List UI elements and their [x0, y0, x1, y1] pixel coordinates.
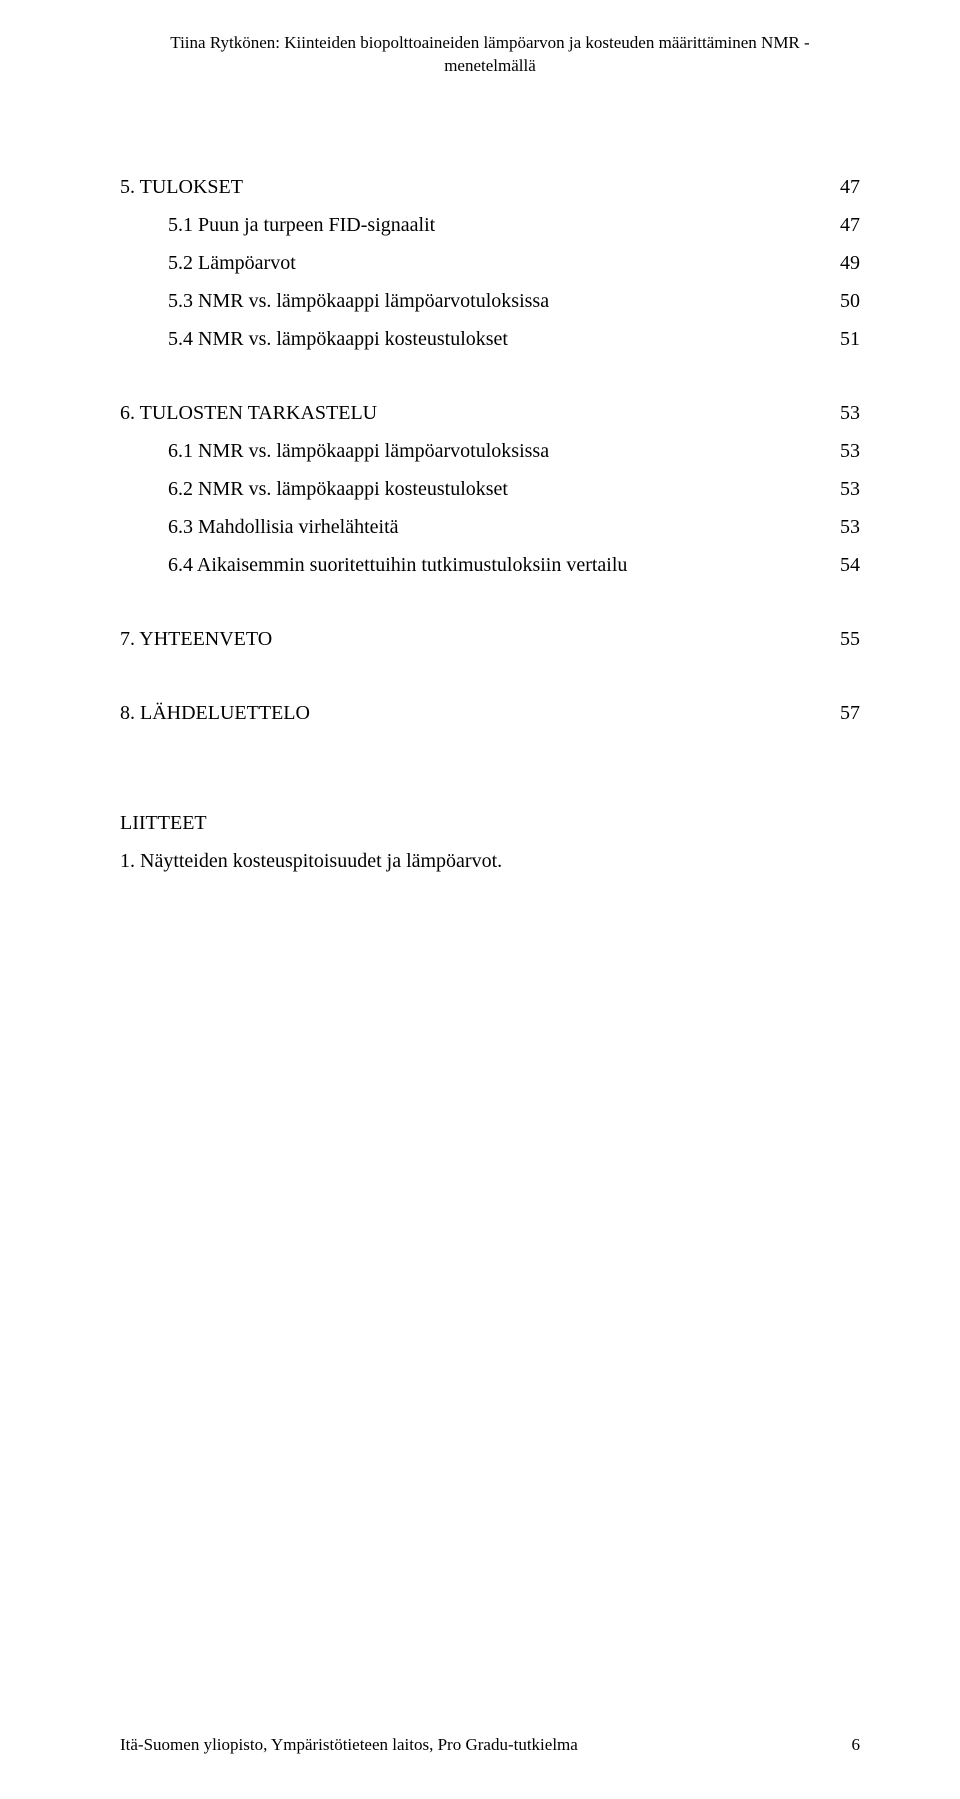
- footer-page-number: 6: [852, 1735, 861, 1755]
- toc-label: LIITTEET: [120, 804, 207, 842]
- toc-label: 5.3 NMR vs. lämpökaappi lämpöarvotuloksi…: [168, 282, 549, 320]
- toc-page: 57: [840, 694, 860, 732]
- toc-page: 51: [840, 320, 860, 358]
- footer-left: Itä-Suomen yliopisto, Ympäristötieteen l…: [120, 1735, 578, 1755]
- toc-row: 5. TULOKSET 47: [120, 168, 860, 206]
- toc-row: 7. YHTEENVETO 55: [120, 620, 860, 658]
- table-of-contents: 5. TULOKSET 47 5.1 Puun ja turpeen FID-s…: [120, 168, 860, 880]
- toc-label: 5.4 NMR vs. lämpökaappi kosteustulokset: [168, 320, 508, 358]
- running-header: Tiina Rytkönen: Kiinteiden biopolttoaine…: [120, 32, 860, 78]
- toc-row: 6.3 Mahdollisia virhelähteitä 53: [120, 508, 860, 546]
- toc-label: 1. Näytteiden kosteuspitoisuudet ja lämp…: [120, 842, 502, 880]
- section-gap: [120, 658, 860, 694]
- toc-page: 55: [840, 620, 860, 658]
- toc-row: 6.1 NMR vs. lämpökaappi lämpöarvotuloksi…: [120, 432, 860, 470]
- toc-row: 6. TULOSTEN TARKASTELU 53: [120, 394, 860, 432]
- toc-page: 47: [840, 168, 860, 206]
- page-footer: Itä-Suomen yliopisto, Ympäristötieteen l…: [120, 1735, 860, 1755]
- toc-row: 8. LÄHDELUETTELO 57: [120, 694, 860, 732]
- toc-label: 6.3 Mahdollisia virhelähteitä: [168, 508, 399, 546]
- toc-label: 5. TULOKSET: [120, 168, 243, 206]
- header-line-1: Tiina Rytkönen: Kiinteiden biopolttoaine…: [120, 32, 860, 55]
- toc-page: 53: [840, 394, 860, 432]
- toc-page: 47: [840, 206, 860, 244]
- header-line-2: menetelmällä: [120, 55, 860, 78]
- appendix-item: 1. Näytteiden kosteuspitoisuudet ja lämp…: [120, 842, 860, 880]
- appendix-heading: LIITTEET: [120, 804, 860, 842]
- toc-row: 5.3 NMR vs. lämpökaappi lämpöarvotuloksi…: [120, 282, 860, 320]
- section-gap: [120, 358, 860, 394]
- toc-label: 8. LÄHDELUETTELO: [120, 694, 310, 732]
- toc-row: 6.2 NMR vs. lämpökaappi kosteustulokset …: [120, 470, 860, 508]
- document-page: Tiina Rytkönen: Kiinteiden biopolttoaine…: [0, 0, 960, 1799]
- toc-label: 5.2 Lämpöarvot: [168, 244, 296, 282]
- toc-label: 6.1 NMR vs. lämpökaappi lämpöarvotuloksi…: [168, 432, 549, 470]
- toc-page: 50: [840, 282, 860, 320]
- section-gap: [120, 732, 860, 804]
- toc-label: 7. YHTEENVETO: [120, 620, 272, 658]
- section-gap: [120, 584, 860, 620]
- toc-page: 53: [840, 432, 860, 470]
- toc-row: 5.1 Puun ja turpeen FID-signaalit 47: [120, 206, 860, 244]
- toc-page: 53: [840, 508, 860, 546]
- toc-page: 49: [840, 244, 860, 282]
- toc-page: 53: [840, 470, 860, 508]
- toc-row: 6.4 Aikaisemmin suoritettuihin tutkimust…: [120, 546, 860, 584]
- toc-label: 6. TULOSTEN TARKASTELU: [120, 394, 377, 432]
- toc-label: 5.1 Puun ja turpeen FID-signaalit: [168, 206, 435, 244]
- toc-page: 54: [840, 546, 860, 584]
- toc-row: 5.4 NMR vs. lämpökaappi kosteustulokset …: [120, 320, 860, 358]
- toc-row: 5.2 Lämpöarvot 49: [120, 244, 860, 282]
- toc-label: 6.4 Aikaisemmin suoritettuihin tutkimust…: [168, 546, 627, 584]
- toc-label: 6.2 NMR vs. lämpökaappi kosteustulokset: [168, 470, 508, 508]
